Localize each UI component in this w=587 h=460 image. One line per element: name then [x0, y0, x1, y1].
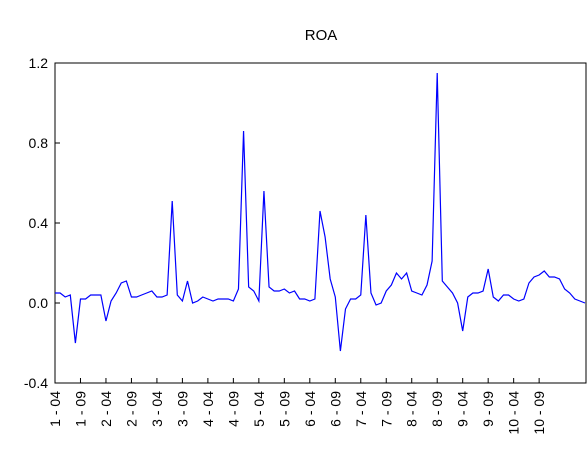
x-tick-label: 7 - 09 — [378, 391, 394, 427]
x-tick-label: 8 - 04 — [404, 391, 420, 427]
y-tick-label: -0.4 — [24, 375, 48, 391]
x-tick-label: 2 - 09 — [123, 391, 139, 427]
y-tick-label: 0.8 — [29, 135, 49, 151]
x-tick-label: 5 - 04 — [251, 391, 267, 427]
x-tick-label: 1 - 09 — [72, 391, 88, 427]
x-tick-label: 1 - 04 — [47, 391, 63, 427]
y-tick-label: 0.4 — [29, 215, 49, 231]
x-tick-label: 3 - 04 — [149, 391, 165, 427]
x-tick-label: 4 - 09 — [225, 391, 241, 427]
y-tick-label: 0.0 — [29, 295, 49, 311]
x-tick-label: 9 - 04 — [455, 391, 471, 427]
x-tick-label: 5 - 09 — [276, 391, 292, 427]
x-tick-label: 8 - 09 — [429, 391, 445, 427]
chart-title: ROA — [305, 27, 338, 44]
x-tick-label: 10 - 04 — [506, 391, 522, 435]
x-tick-label: 3 - 09 — [174, 391, 190, 427]
x-tick-label: 10 - 09 — [531, 391, 547, 435]
x-tick-label: 2 - 04 — [98, 391, 114, 427]
plot-frame — [54, 62, 587, 384]
x-tick-label: 6 - 04 — [302, 391, 318, 427]
y-tick-label: 1.2 — [29, 55, 49, 71]
x-tick-label: 6 - 09 — [327, 391, 343, 427]
x-tick-label: 9 - 09 — [480, 391, 496, 427]
data-line — [55, 72, 586, 352]
x-tick-label: 7 - 04 — [353, 391, 369, 427]
x-tick-label: 4 - 04 — [200, 391, 216, 427]
